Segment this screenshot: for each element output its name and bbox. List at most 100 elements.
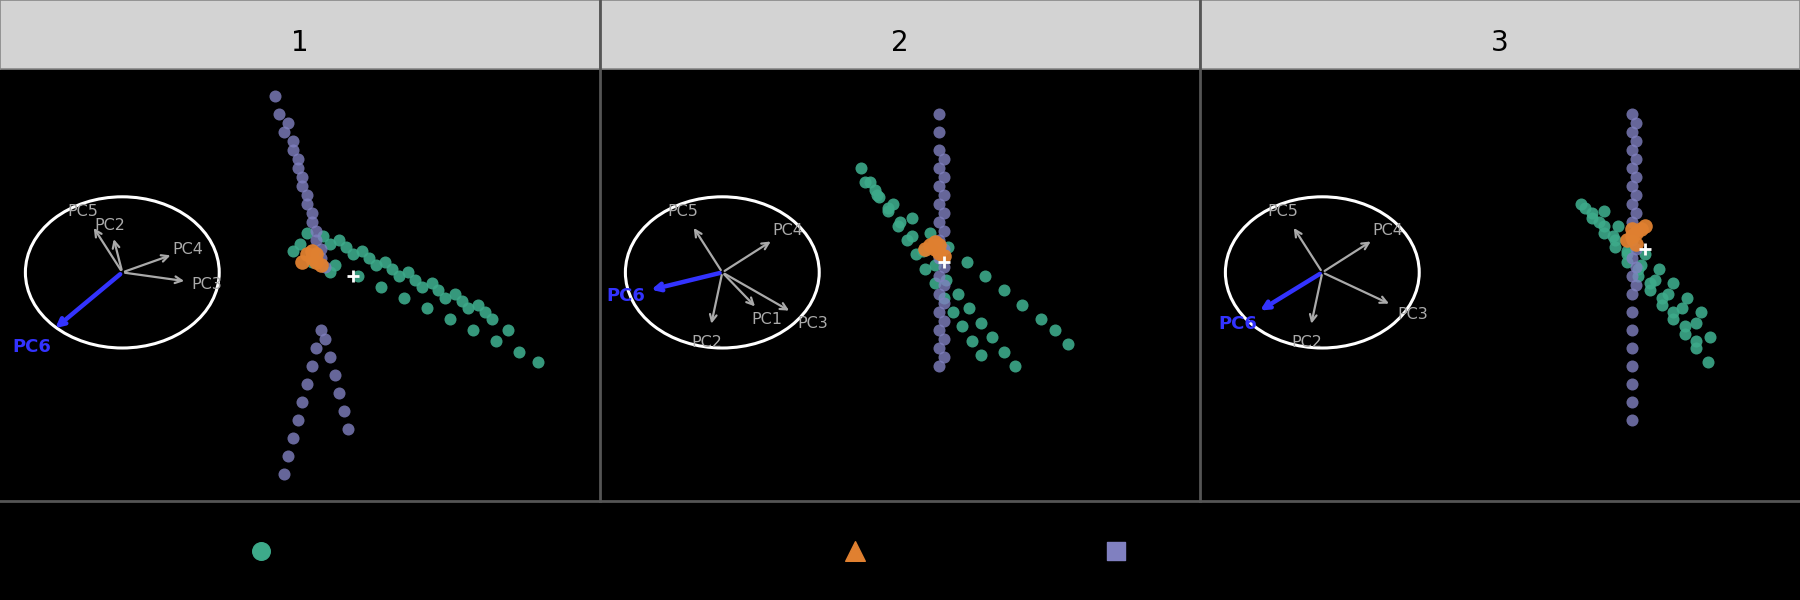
Point xyxy=(286,239,315,248)
Point xyxy=(306,244,335,254)
Point xyxy=(378,264,407,274)
Point xyxy=(1670,329,1699,338)
Point xyxy=(394,268,423,277)
Text: 2: 2 xyxy=(891,29,909,57)
Point xyxy=(1616,224,1645,234)
Point xyxy=(929,154,958,164)
Point xyxy=(297,208,326,218)
Point xyxy=(1616,307,1645,317)
Point xyxy=(1616,235,1645,245)
Point xyxy=(1658,314,1687,324)
Point xyxy=(1616,199,1645,209)
Point xyxy=(952,257,981,266)
Point xyxy=(1624,271,1652,281)
Point xyxy=(385,271,414,281)
Point xyxy=(1681,318,1710,328)
Point xyxy=(293,379,322,389)
Text: PC5: PC5 xyxy=(68,204,99,219)
Point xyxy=(925,217,954,227)
Point xyxy=(929,293,958,302)
Point xyxy=(929,298,958,308)
Point xyxy=(932,275,961,284)
Text: PC6: PC6 xyxy=(1219,315,1258,333)
Point xyxy=(875,206,904,216)
Text: PC6: PC6 xyxy=(607,287,646,305)
Point xyxy=(1616,253,1645,263)
Point xyxy=(1622,239,1651,248)
Point xyxy=(1616,232,1645,241)
Point xyxy=(409,282,437,292)
Point xyxy=(1645,264,1674,274)
Point xyxy=(338,250,367,259)
Point xyxy=(1616,289,1645,299)
Point xyxy=(315,239,344,248)
Point xyxy=(925,145,954,155)
Point xyxy=(1622,228,1651,238)
Text: PC4: PC4 xyxy=(173,241,203,257)
Point xyxy=(929,334,958,344)
Point xyxy=(302,343,331,353)
Point xyxy=(274,451,302,461)
Point xyxy=(929,190,958,200)
Point xyxy=(1622,226,1651,236)
Point xyxy=(1647,300,1676,310)
Point xyxy=(283,415,311,425)
Point xyxy=(283,163,311,173)
Point xyxy=(1624,264,1652,274)
Point xyxy=(934,242,963,252)
Point xyxy=(324,388,353,398)
Point xyxy=(261,91,290,101)
Text: 1: 1 xyxy=(292,29,310,57)
Point xyxy=(860,185,889,194)
Point xyxy=(1616,109,1645,119)
Point xyxy=(878,199,907,209)
Point xyxy=(1604,221,1633,230)
Point xyxy=(355,253,383,263)
Point xyxy=(929,257,958,266)
Point xyxy=(929,208,958,218)
Point xyxy=(862,190,891,200)
Point xyxy=(925,109,954,119)
Point xyxy=(441,289,470,299)
Point xyxy=(279,136,308,146)
Point xyxy=(1627,260,1656,270)
Point xyxy=(920,244,949,254)
Point xyxy=(1640,275,1669,284)
Point xyxy=(1589,221,1618,230)
Point xyxy=(1636,286,1665,295)
Point xyxy=(958,336,986,346)
Point xyxy=(851,178,880,187)
Point xyxy=(1622,118,1651,128)
Point xyxy=(367,282,396,292)
Text: PC3: PC3 xyxy=(797,316,828,331)
Point xyxy=(270,127,299,137)
Point xyxy=(925,361,954,371)
Point xyxy=(279,145,308,155)
Point xyxy=(1658,307,1687,317)
Point xyxy=(929,280,958,290)
Point xyxy=(925,199,954,209)
Point xyxy=(1627,224,1656,234)
Point xyxy=(315,352,344,362)
Point xyxy=(1616,127,1645,137)
Point xyxy=(841,546,869,556)
Point xyxy=(929,316,958,326)
Point xyxy=(925,289,954,299)
Point xyxy=(297,257,326,266)
Text: PC2: PC2 xyxy=(691,335,724,350)
Point xyxy=(463,300,491,310)
Point xyxy=(884,221,913,230)
Text: PC3: PC3 xyxy=(1397,307,1427,322)
Point xyxy=(893,235,922,245)
Point xyxy=(925,127,954,137)
Point xyxy=(949,322,977,331)
Point xyxy=(1622,136,1651,146)
Point xyxy=(967,318,995,328)
Point xyxy=(265,109,293,119)
Point xyxy=(967,350,995,360)
Point xyxy=(1631,250,1660,259)
Point xyxy=(482,336,511,346)
Point xyxy=(1636,278,1665,288)
Point xyxy=(1584,217,1613,227)
Point xyxy=(454,304,482,313)
